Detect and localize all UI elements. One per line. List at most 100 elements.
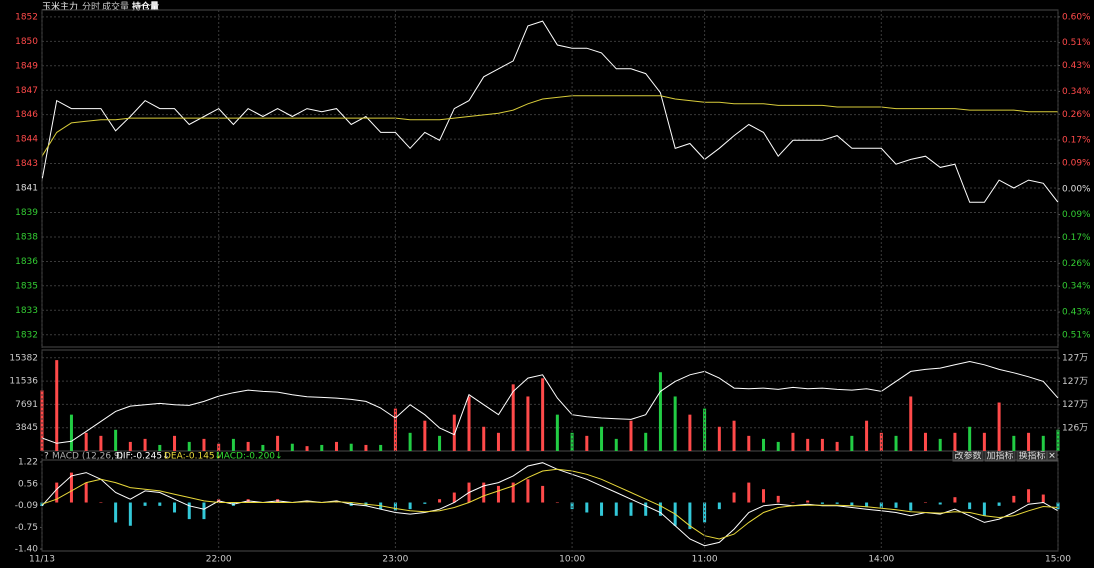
y-tick-label: 1838 xyxy=(15,232,38,242)
y-tick-label: 1850 xyxy=(15,37,38,47)
y-tick-label: 11536 xyxy=(9,377,38,387)
macd-bar xyxy=(202,502,206,520)
y2-tick-label: 127万 xyxy=(1062,377,1088,387)
button-label[interactable]: ✕ xyxy=(1048,452,1056,462)
y-tick-label: 1852 xyxy=(15,12,38,22)
volume-bar xyxy=(40,390,44,451)
volume-bar xyxy=(334,441,338,451)
macd-bar xyxy=(511,482,515,503)
macd-bar xyxy=(114,502,118,523)
volume-bar xyxy=(84,432,88,451)
macd-bar xyxy=(776,495,780,503)
y-tick-label: 3845 xyxy=(15,423,38,433)
volume-bar xyxy=(982,432,986,451)
button-label[interactable]: 加指标 xyxy=(986,450,1013,462)
volume-bar xyxy=(938,438,942,451)
volume-bar xyxy=(658,372,662,451)
macd-bar xyxy=(408,502,412,510)
macd-bar xyxy=(688,502,692,530)
macd-bar xyxy=(1027,489,1031,503)
macd-bar xyxy=(496,485,500,503)
volume-bar xyxy=(276,435,280,451)
x-tick-label: 15:00 xyxy=(1045,555,1071,565)
macd-bar xyxy=(762,489,766,503)
macd-bar xyxy=(997,502,1001,506)
y-tick-label: 0.56 xyxy=(18,479,38,489)
series-line xyxy=(41,462,1059,547)
macd-bar xyxy=(629,502,633,516)
macd-bar xyxy=(1012,495,1016,503)
volume-bar xyxy=(732,420,736,451)
macd-bar xyxy=(526,479,530,503)
readout: DEA:-0.145↓ xyxy=(164,452,222,462)
volume-bar xyxy=(629,420,633,451)
volume-bar xyxy=(850,435,854,451)
y-tick-label: 1847 xyxy=(15,86,38,96)
macd-bar xyxy=(703,502,707,523)
y2-tick-label: 0.17% xyxy=(1062,136,1091,146)
tab-active[interactable]: 持仓量 xyxy=(132,1,159,13)
volume-bar xyxy=(320,444,324,451)
y2-tick-label: 127万 xyxy=(1062,354,1088,364)
button-label[interactable]: 改参数 xyxy=(954,450,981,462)
macd-bar xyxy=(99,502,103,504)
y-tick-label: -1.40 xyxy=(15,545,39,555)
y2-tick-label: 0.51% xyxy=(1062,38,1091,48)
macd-bar xyxy=(806,500,810,503)
button-label[interactable]: 换指标 xyxy=(1018,450,1045,462)
volume-bar xyxy=(717,426,721,451)
volume-bar xyxy=(364,444,368,451)
macd-bar xyxy=(55,482,59,503)
y-tick-label: 1835 xyxy=(15,281,38,291)
macd-bar xyxy=(128,502,132,526)
volume-bar xyxy=(393,408,397,451)
series-line xyxy=(41,95,1058,157)
volume-bar xyxy=(747,435,751,451)
volume-bar xyxy=(909,396,913,451)
macd-bar xyxy=(791,502,795,504)
x-tick-label: 10:00 xyxy=(559,555,585,565)
tab[interactable]: 成交量 xyxy=(102,1,129,13)
volume-bar xyxy=(408,432,412,451)
volume-bar xyxy=(423,420,427,451)
volume-bar xyxy=(894,435,898,451)
macd-bar xyxy=(614,502,618,516)
y2-tick-label: 0.00% xyxy=(1062,184,1091,194)
volume-bar xyxy=(791,432,795,451)
macd-bar xyxy=(820,502,824,504)
volume-bar xyxy=(1027,432,1031,451)
volume-bar xyxy=(261,444,265,451)
volume-bar xyxy=(55,360,59,451)
macd-bar xyxy=(732,492,736,503)
macd-bar xyxy=(585,502,589,513)
tab[interactable]: 分时 xyxy=(82,1,100,13)
help[interactable]: ? xyxy=(44,452,49,462)
macd-bar xyxy=(541,485,545,503)
volume-bar xyxy=(1041,435,1045,451)
macd-bar xyxy=(923,502,927,504)
volume-bar xyxy=(555,414,559,451)
macd-bar xyxy=(968,502,972,510)
panel-frame xyxy=(41,9,1059,348)
volume-bar xyxy=(688,414,692,451)
y2-tick-label: 0.09% xyxy=(1062,210,1091,220)
y-tick-label: 1833 xyxy=(15,306,38,316)
volume-bar xyxy=(835,441,839,451)
macd-bar xyxy=(143,502,147,506)
volume-bar xyxy=(673,396,677,451)
y2-tick-label: 0.43% xyxy=(1062,308,1091,318)
volume-bar xyxy=(99,435,103,451)
macd-bar xyxy=(1056,502,1060,510)
y-tick-label: 1832 xyxy=(15,330,38,340)
volume-bar xyxy=(600,426,604,451)
x-tick-label: 11:00 xyxy=(692,555,718,565)
macd-bar xyxy=(438,499,442,503)
y-tick-label: 1841 xyxy=(15,184,38,194)
y2-tick-label: 0.17% xyxy=(1062,233,1091,243)
volume-bar xyxy=(997,402,1001,451)
volume-bar xyxy=(703,408,707,451)
volume-bar xyxy=(158,444,162,451)
readout: DIF:-0.245↓ xyxy=(116,452,170,462)
macd-bar xyxy=(879,502,883,508)
